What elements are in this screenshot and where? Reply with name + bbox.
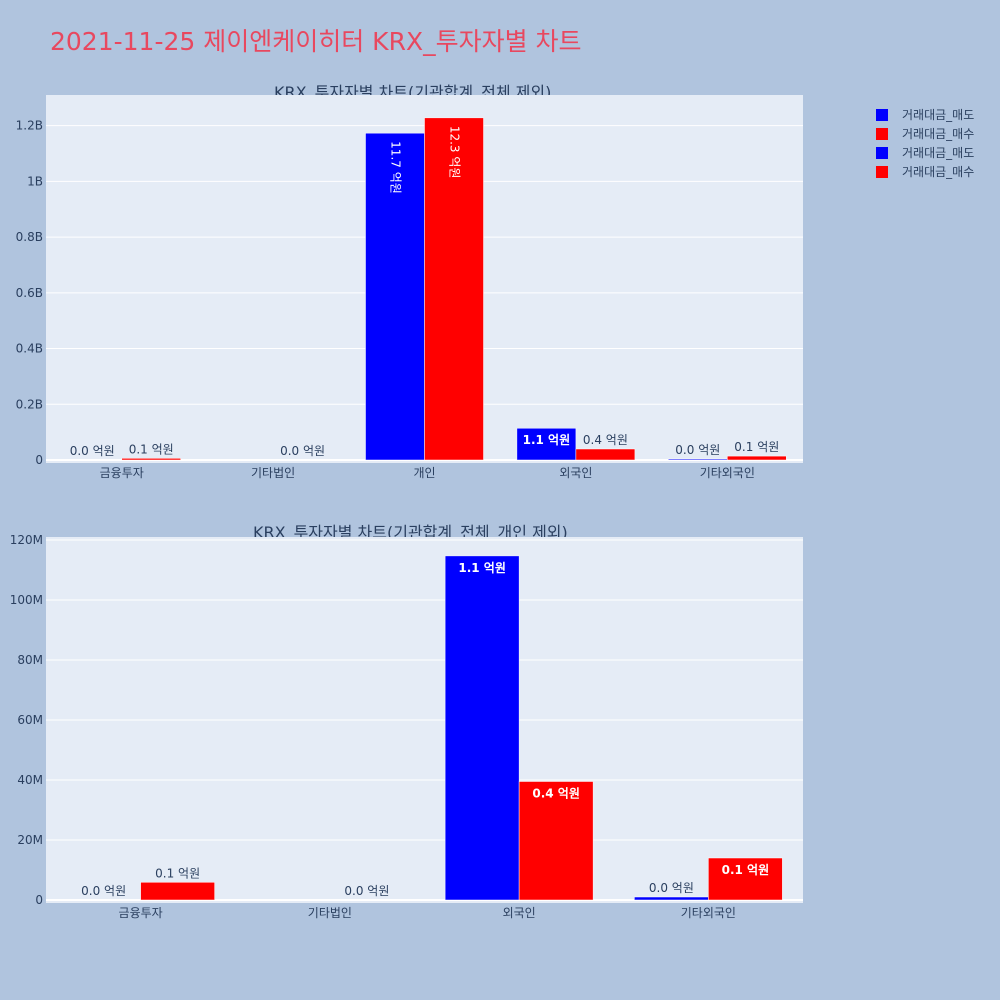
legend-swatch-buy xyxy=(876,127,888,140)
data-label: 0.0 억원 xyxy=(70,444,115,458)
x-tick-label: 기타법인 xyxy=(308,906,352,920)
y-tick-label: 120M xyxy=(10,533,43,547)
legend: 거래대금_매도 거래대금_매수 거래대금_매도 거래대금_매수 xyxy=(876,105,974,181)
data-label: 12.3 억원 xyxy=(448,126,462,179)
x-tick-label: 금융투자 xyxy=(100,466,144,480)
legend-label: 거래대금_매수 xyxy=(902,165,975,179)
legend-label: 거래대금_매수 xyxy=(902,127,975,141)
data-label: 11.7 억원 xyxy=(389,141,403,194)
y-tick-label: 1B xyxy=(27,174,43,188)
data-label: 0.0 억원 xyxy=(675,443,720,457)
data-label: 0.0 억원 xyxy=(649,881,694,895)
legend-item[interactable]: 거래대금_매도 xyxy=(876,143,974,162)
bar-buy xyxy=(424,117,484,461)
x-tick-label: 금융투자 xyxy=(119,906,163,920)
data-label: 0.4 억원 xyxy=(532,787,580,801)
legend-item[interactable]: 거래대금_매수 xyxy=(876,124,974,143)
bar-buy xyxy=(140,882,215,901)
y-tick-label: 0 xyxy=(35,893,43,907)
x-tick-label: 외국인 xyxy=(559,466,592,480)
data-label: 0.4 억원 xyxy=(583,433,628,447)
bar-sell xyxy=(634,896,709,901)
x-tick-label: 기타외국인 xyxy=(700,466,755,480)
bar-sell xyxy=(365,132,425,461)
y-tick-label: 0.4B xyxy=(16,342,43,356)
legend-item[interactable]: 거래대금_매도 xyxy=(876,105,974,124)
page-title: 2021-11-25 제이엔케이히터 KRX_투자자별 차트 xyxy=(50,27,582,56)
data-label: 0.1 억원 xyxy=(129,442,174,456)
y-tick-label: 20M xyxy=(17,833,43,847)
y-tick-label: 0 xyxy=(35,453,43,467)
data-label: 0.0 억원 xyxy=(280,444,325,458)
bar-buy xyxy=(727,455,787,461)
data-label: 1.1 억원 xyxy=(458,561,506,575)
y-tick-label: 0.6B xyxy=(16,286,43,300)
data-label: 0.0 억원 xyxy=(81,884,126,898)
x-tick-label: 기타법인 xyxy=(251,466,295,480)
legend-label: 거래대금_매도 xyxy=(902,108,975,122)
bar-buy xyxy=(121,458,181,461)
legend-swatch-sell xyxy=(876,146,888,159)
y-tick-label: 1.2B xyxy=(16,119,43,133)
bar-sell xyxy=(444,555,520,901)
data-label: 0.1 억원 xyxy=(734,440,779,454)
bar-buy xyxy=(575,448,636,461)
legend-swatch-buy xyxy=(876,165,888,178)
x-tick-label: 외국인 xyxy=(503,906,536,920)
data-label: 0.1 억원 xyxy=(722,863,770,877)
bar-buy xyxy=(708,857,783,901)
x-tick-label: 기타외국인 xyxy=(681,906,736,920)
bar-sell xyxy=(516,427,577,461)
y-tick-label: 0.2B xyxy=(16,397,43,411)
legend-item[interactable]: 거래대금_매수 xyxy=(876,162,974,181)
x-tick-label: 개인 xyxy=(413,466,435,480)
y-tick-label: 80M xyxy=(17,653,43,667)
y-tick-label: 40M xyxy=(17,773,43,787)
legend-label: 거래대금_매도 xyxy=(902,146,975,160)
y-tick-label: 0.8B xyxy=(16,230,43,244)
legend-swatch-sell xyxy=(876,108,888,121)
y-tick-label: 100M xyxy=(10,593,43,607)
data-label: 0.1 억원 xyxy=(155,866,200,880)
data-label: 0.0 억원 xyxy=(344,884,389,898)
y-tick-label: 60M xyxy=(17,713,43,727)
bar-buy xyxy=(518,781,594,901)
data-label: 1.1 억원 xyxy=(523,433,571,447)
